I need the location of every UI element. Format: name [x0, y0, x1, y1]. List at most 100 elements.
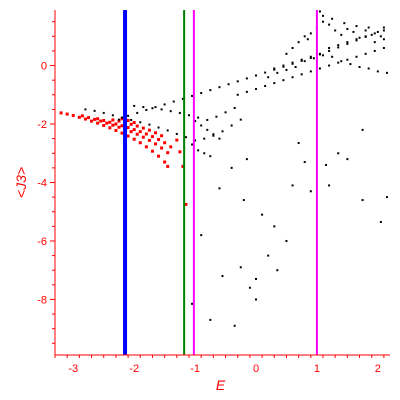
- black-data-point: [349, 63, 352, 66]
- red-data-point: [132, 121, 136, 125]
- black-data-point: [139, 121, 142, 124]
- black-data-point: [370, 33, 373, 36]
- red-data-point: [96, 117, 100, 121]
- red-data-point: [147, 128, 151, 132]
- black-data-point: [242, 199, 245, 202]
- black-data-point: [309, 56, 312, 59]
- red-data-point: [90, 119, 94, 123]
- black-data-point: [364, 35, 367, 38]
- red-data-point: [117, 119, 121, 123]
- y-tick-label: -2: [37, 119, 47, 131]
- red-data-point: [141, 126, 145, 130]
- red-data-point: [120, 124, 124, 128]
- red-data-point: [150, 149, 154, 153]
- red-data-point: [65, 112, 69, 116]
- red-data-point: [77, 115, 81, 119]
- black-data-point: [255, 298, 257, 301]
- black-data-point: [331, 17, 334, 20]
- black-data-point: [297, 41, 300, 44]
- red-data-point: [87, 116, 90, 120]
- labels-layer: -3 -2 -1 0 1 2 0 -2 -4 -6 -8 E <J3>: [13, 61, 381, 393]
- black-data-point: [255, 74, 257, 77]
- black-data-point: [233, 324, 236, 327]
- black-data-point: [385, 196, 388, 199]
- red-data-point: [126, 126, 130, 130]
- red-data-point: [175, 138, 179, 142]
- black-data-point: [285, 68, 288, 71]
- black-data-point: [197, 149, 200, 152]
- black-data-point: [267, 254, 270, 257]
- red-data-point: [135, 124, 139, 128]
- red-data-point: [96, 121, 100, 125]
- red-data-point: [163, 141, 167, 145]
- y-tick-label: 0: [41, 61, 47, 73]
- y-tick-label: -8: [37, 294, 47, 306]
- black-data-point: [203, 152, 206, 155]
- black-data-point: [303, 60, 306, 63]
- black-data-point: [328, 49, 331, 52]
- black-data-point: [282, 64, 285, 67]
- black-data-point: [157, 126, 160, 129]
- black-data-point: [282, 65, 285, 68]
- y-tick-label: -6: [37, 236, 47, 248]
- black-data-point: [318, 52, 321, 55]
- black-data-point: [267, 76, 270, 79]
- points-layer: [59, 10, 388, 327]
- black-data-point: [84, 108, 87, 111]
- black-data-point: [322, 54, 324, 57]
- black-data-point: [273, 82, 276, 85]
- black-data-point: [376, 70, 379, 73]
- red-data-point: [108, 120, 112, 124]
- black-data-point: [379, 35, 382, 38]
- black-data-point: [291, 47, 294, 50]
- black-data-point: [245, 90, 248, 93]
- black-data-point: [191, 302, 194, 305]
- x-tick-label: 1: [314, 363, 320, 375]
- black-data-point: [169, 110, 172, 113]
- red-data-point: [126, 119, 130, 123]
- black-data-point: [312, 57, 315, 60]
- black-data-point: [309, 190, 312, 193]
- red-data-point: [163, 160, 167, 164]
- black-data-point: [233, 106, 236, 109]
- black-data-point: [276, 269, 279, 272]
- black-data-point: [273, 67, 276, 70]
- black-data-point: [136, 111, 139, 114]
- black-data-point: [300, 58, 303, 61]
- red-data-point: [157, 138, 161, 142]
- black-data-point: [331, 55, 334, 58]
- black-data-point: [130, 118, 133, 121]
- red-data-point: [129, 122, 133, 126]
- black-data-point: [194, 139, 197, 142]
- red-data-point: [160, 146, 164, 150]
- x-tick-label: 0: [253, 363, 259, 375]
- black-data-point: [322, 14, 324, 17]
- black-data-point: [239, 118, 242, 121]
- black-data-point: [309, 32, 312, 35]
- red-data-point: [166, 164, 170, 168]
- red-data-point: [132, 137, 136, 141]
- black-data-point: [261, 213, 264, 216]
- x-tick-label: -1: [190, 363, 200, 375]
- black-data-point: [291, 76, 294, 79]
- red-data-point: [129, 130, 133, 134]
- y-axis-title: <J3>: [13, 167, 29, 198]
- red-data-point: [141, 135, 145, 139]
- x-tick-label: -3: [68, 363, 78, 375]
- red-data-point: [105, 121, 109, 125]
- black-data-point: [172, 100, 175, 103]
- black-data-point: [245, 77, 248, 80]
- red-data-point: [126, 134, 130, 138]
- black-data-point: [328, 64, 331, 67]
- black-data-point: [346, 41, 349, 44]
- black-data-point: [276, 71, 279, 74]
- red-data-point: [144, 132, 148, 136]
- black-data-point: [264, 85, 267, 88]
- red-data-point: [120, 131, 124, 135]
- red-data-point: [154, 131, 157, 135]
- black-data-point: [361, 199, 364, 202]
- black-data-point: [191, 94, 194, 97]
- black-data-point: [221, 130, 224, 133]
- red-data-point: [117, 125, 121, 129]
- black-data-point: [154, 106, 157, 109]
